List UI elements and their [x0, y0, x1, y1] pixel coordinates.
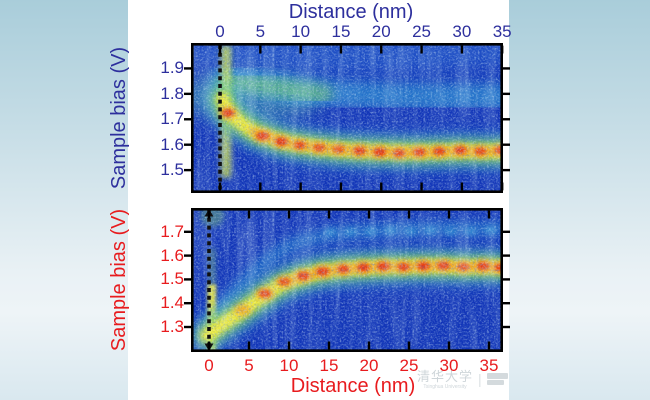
panel-border: [190, 42, 503, 193]
y-tick-label: 1.6: [160, 134, 184, 154]
x-tick-label: 25: [412, 22, 432, 41]
y-tick-label: 1.9: [160, 58, 184, 78]
heatmap-content: [191, 208, 503, 352]
watermark-en-text: Tsinghua University: [423, 384, 467, 390]
x-tick-label: 0: [215, 22, 225, 41]
watermark-text: 清华大学 Tsinghua University: [417, 369, 474, 391]
x-tick-label: 15: [331, 22, 351, 41]
x-tick-label: 0: [204, 356, 214, 375]
watermark-logo: [486, 370, 508, 385]
x-tick-label: 5: [255, 22, 266, 41]
tick-marks: [184, 45, 510, 191]
bottom-heatmap-panel: [184, 207, 510, 352]
top-heatmap-panel: [184, 42, 510, 193]
y-tick-label: 1.4: [160, 293, 184, 313]
x-tick-label: 30: [439, 356, 459, 375]
x-tick-label: 20: [371, 22, 391, 41]
watermark-cn-text: 清华大学: [417, 369, 474, 384]
y-tick-label: 1.5: [160, 269, 184, 289]
y-tick-label: 1.7: [160, 221, 184, 241]
x-tick-label: 10: [279, 356, 299, 375]
x-tick-label: 20: [359, 356, 379, 375]
x-tick-label: 5: [244, 356, 254, 375]
heatmap-content: [191, 43, 503, 193]
x-tick-label: 30: [452, 22, 472, 41]
y-tick-label: 1.3: [160, 317, 184, 336]
y-tick-label: 1.8: [160, 83, 184, 103]
watermark: 清华大学 Tsinghua University |: [417, 370, 508, 390]
x-tick-label: 35: [492, 22, 512, 41]
y-tick-label: 1.7: [160, 109, 184, 129]
y-tick-label: 1.6: [160, 245, 184, 265]
x-tick-label: 15: [319, 356, 339, 375]
bottom-distance-axis-title: Distance (nm): [290, 375, 416, 397]
x-tick-label: 25: [399, 356, 419, 375]
y-tick-label: 1.5: [160, 160, 184, 180]
x-tick-label: 10: [291, 22, 311, 41]
panel-border: [190, 207, 503, 352]
watermark-divider: |: [478, 371, 482, 387]
tick-marks: [184, 210, 510, 350]
bottom-sample-bias-axis-title: Sample bias (V): [108, 208, 130, 352]
top-distance-axis-title: Distance (nm): [288, 1, 414, 23]
x-tick-label: 35: [479, 356, 499, 375]
